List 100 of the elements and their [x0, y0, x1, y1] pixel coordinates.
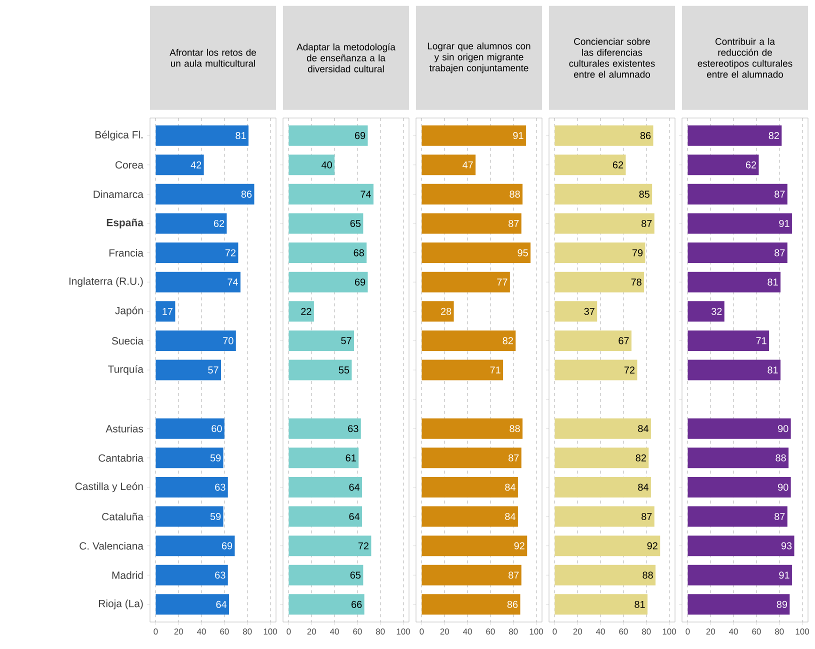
- bar: [422, 272, 510, 292]
- x-tick-label: 100: [530, 628, 544, 635]
- data-label: 57: [208, 366, 218, 374]
- bar: [288, 242, 367, 264]
- y-tick-label: Suecia: [112, 336, 144, 345]
- x-tick-label: 100: [796, 628, 810, 635]
- bar: [156, 594, 230, 615]
- x-tick-label: 40: [330, 628, 339, 635]
- data-label: 40: [322, 161, 332, 168]
- bar: [554, 536, 660, 556]
- data-label: 81: [236, 132, 246, 140]
- y-tick-label: Cataluña: [102, 512, 144, 520]
- data-label: 67: [618, 337, 629, 344]
- bar: [156, 564, 228, 586]
- data-label: 71: [490, 366, 500, 374]
- data-label: 87: [774, 512, 785, 520]
- data-label: 69: [354, 132, 366, 140]
- bar: [554, 476, 651, 498]
- data-label: 88: [642, 572, 653, 579]
- data-label: 77: [497, 278, 508, 286]
- bar: [422, 536, 528, 556]
- data-label: 22: [301, 308, 312, 315]
- bar: [422, 594, 520, 615]
- bar: [554, 506, 654, 527]
- data-label: 47: [462, 161, 473, 168]
- chart-title: Adaptar la metodología de enseñanza a la diversidad cultural: [296, 43, 396, 72]
- data-label: 62: [612, 161, 624, 168]
- data-label: 17: [162, 308, 173, 315]
- y-tick-label: Bélgica Fl.: [96, 130, 143, 141]
- x-tick-label: 100: [396, 628, 410, 635]
- bar: [156, 506, 224, 527]
- data-label: 85: [639, 190, 650, 198]
- bar: [688, 184, 788, 204]
- data-label: 74: [360, 190, 372, 198]
- data-label: 68: [354, 249, 364, 256]
- bar: [554, 272, 644, 292]
- data-label: 84: [505, 484, 516, 491]
- bar: [422, 301, 454, 322]
- data-label: 62: [746, 161, 756, 168]
- data-label: 72: [225, 249, 236, 256]
- chart-title: Lograr que alumnos con y sin origen migrante trabajen conjuntamente: [428, 42, 530, 74]
- bar: [288, 213, 364, 234]
- bar: [422, 564, 522, 586]
- data-label: 82: [768, 132, 779, 140]
- data-label: 89: [776, 600, 788, 608]
- data-label: 72: [358, 542, 369, 550]
- y-tick-label: Inglaterra (R.U.): [69, 277, 143, 287]
- data-label: 72: [624, 366, 635, 374]
- bar: [554, 360, 638, 380]
- data-label: 93: [781, 542, 792, 550]
- bar: [156, 272, 240, 292]
- bar: [288, 184, 374, 204]
- data-label: 63: [215, 484, 226, 491]
- bar: [288, 125, 368, 146]
- data-label: 87: [774, 249, 785, 256]
- bar: [288, 360, 352, 380]
- bar: [554, 213, 654, 234]
- x-tick-label: 80: [775, 628, 784, 635]
- data-label: 61: [346, 454, 356, 462]
- bar: [288, 301, 314, 322]
- bar: [288, 330, 354, 351]
- x-tick-label: 60: [752, 628, 761, 635]
- bar: [288, 448, 359, 468]
- bar: [156, 125, 249, 146]
- data-label: 42: [190, 161, 202, 168]
- bar: [422, 360, 504, 380]
- data-label: 84: [638, 484, 648, 491]
- y-tick-label: Francia: [109, 248, 144, 257]
- x-tick-label: 20: [573, 628, 582, 635]
- data-label: 82: [636, 454, 646, 462]
- bar: [156, 242, 238, 264]
- x-tick-label: 40: [729, 628, 738, 635]
- y-tick-label: Turquía: [108, 365, 144, 375]
- bar: [688, 476, 791, 498]
- data-label: 70: [223, 337, 234, 344]
- bar: [688, 301, 724, 322]
- bar: [554, 301, 598, 322]
- bar: [156, 360, 222, 380]
- x-tick-label: 0: [286, 628, 291, 635]
- x-tick-label: 20: [440, 628, 450, 635]
- bar: [156, 154, 204, 176]
- y-tick-label: Castilla y León: [75, 482, 143, 492]
- data-label: 81: [768, 366, 778, 374]
- data-label: 95: [518, 249, 528, 256]
- bar: [554, 242, 646, 264]
- bar: [688, 594, 790, 615]
- bar: [422, 242, 531, 264]
- data-label: 64: [349, 484, 360, 491]
- bar: [688, 360, 781, 380]
- data-label: 81: [768, 278, 778, 286]
- data-label: 63: [348, 425, 358, 432]
- bar: [288, 594, 364, 615]
- data-label: 81: [634, 600, 645, 608]
- x-tick-label: 60: [220, 628, 229, 635]
- bar: [554, 125, 654, 146]
- data-label: 86: [640, 132, 651, 140]
- data-label: 37: [584, 308, 594, 315]
- data-label: 69: [222, 542, 232, 550]
- data-label: 92: [647, 542, 658, 550]
- x-tick-label: 80: [642, 628, 651, 635]
